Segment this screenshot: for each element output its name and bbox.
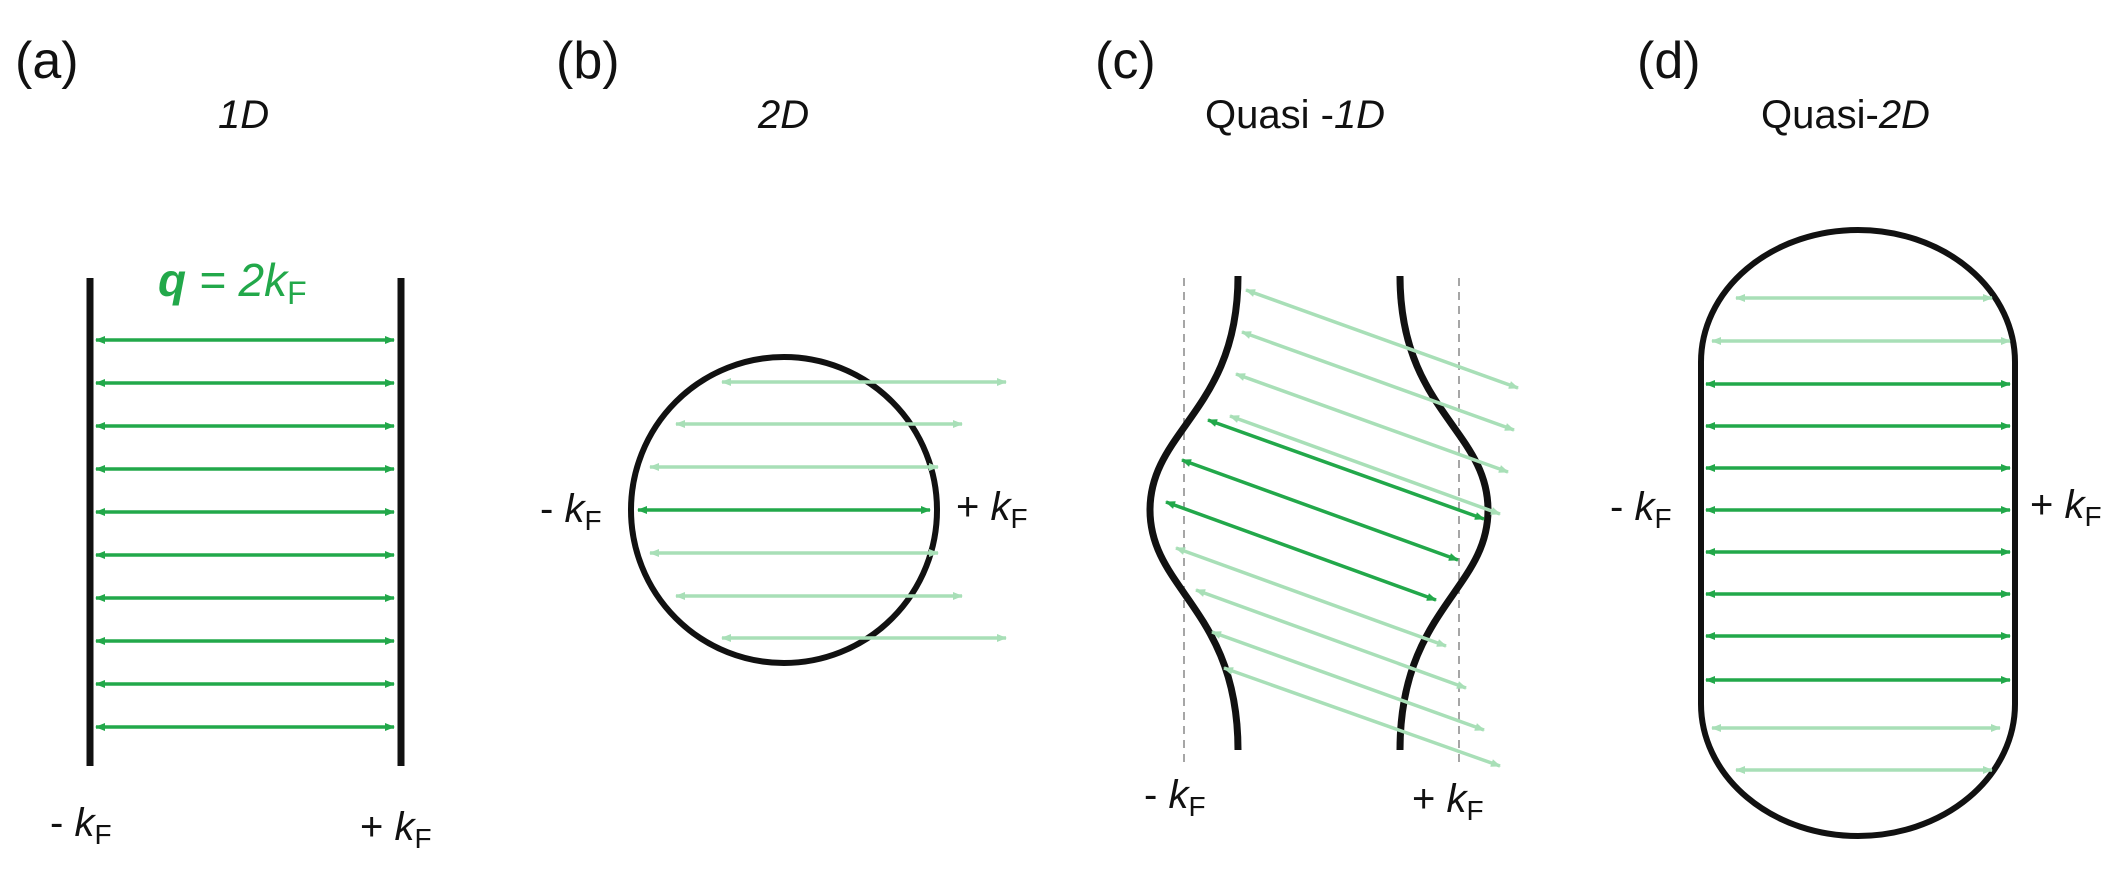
panel-a-kplus: + kF — [360, 805, 432, 854]
nesting-vector-sub: F — [287, 275, 307, 311]
nesting-vector-q: q — [158, 254, 186, 306]
nesting-arrow — [1181, 458, 1459, 562]
panel-b: (b) 2D - kF + kF — [540, 32, 1028, 666]
panel-c-label: (c) — [1095, 32, 1156, 90]
panel-a-kminus: - kF — [50, 801, 112, 850]
nesting-vector-label: q = 2kF — [158, 254, 307, 311]
panel-b-title: 2D — [757, 93, 809, 137]
panel-b-label: (b) — [556, 32, 620, 90]
panel-a-title: 1D — [218, 93, 269, 137]
panel-c: (c) Quasi -1D - kF + kF — [1095, 32, 1519, 826]
fermi-circle — [628, 354, 940, 666]
nesting-vector-eq: = 2 — [186, 254, 264, 306]
nesting-arrow — [1245, 288, 1519, 390]
nesting-arrows-b — [637, 378, 1007, 642]
nesting-arrows-d — [1705, 294, 2011, 774]
panel-a-label: (a) — [15, 32, 79, 90]
panel-c-kplus: + kF — [1412, 777, 1484, 826]
nesting-arrow — [1165, 500, 1437, 602]
panel-d-kplus: + kF — [2030, 483, 2102, 532]
panel-d: (d) Quasi-2D - kF + kF — [1610, 32, 2102, 839]
panel-c-title: Quasi -1D — [1205, 93, 1385, 137]
nesting-arrow — [1207, 418, 1485, 521]
panel-a: (a) 1D q = 2kF - kF + kF — [15, 32, 432, 854]
nesting-arrows-c — [1165, 288, 1519, 768]
nesting-arrow — [1235, 372, 1509, 474]
nesting-arrows-a — [95, 336, 395, 731]
nesting-arrow — [1241, 330, 1515, 432]
panel-d-kminus: - kF — [1610, 485, 1672, 534]
panel-b-kplus: + kF — [956, 485, 1028, 534]
panel-d-title: Quasi-2D — [1761, 93, 1930, 137]
panel-c-kminus: - kF — [1144, 773, 1206, 822]
fermi-stadium — [1698, 227, 2018, 839]
nesting-arrow — [1223, 666, 1501, 768]
panel-b-kminus: - kF — [540, 487, 602, 536]
nesting-vector-k: k — [264, 254, 289, 306]
panel-d-label: (d) — [1637, 32, 1701, 90]
